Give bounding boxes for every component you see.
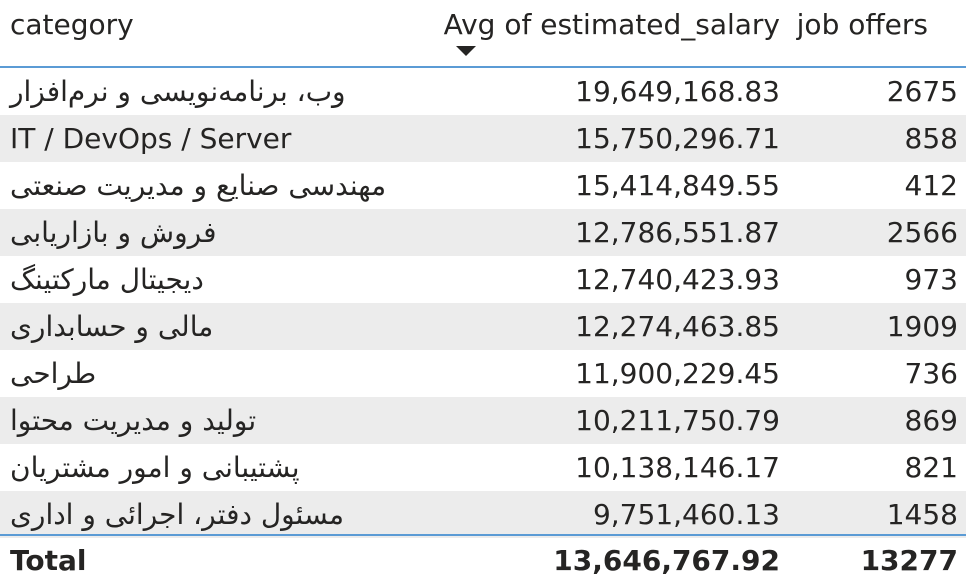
table-row[interactable]: IT / DevOps / Server 15,750,296.71 858 [0,115,966,162]
cell-category: وب، برنامه‌نویسی و نرم‌افزار [10,75,346,108]
cell-avg-salary: 11,900,229.45 [575,357,780,390]
column-header-category[interactable]: category [10,8,134,41]
cell-job-offers: 1909 [886,310,958,343]
cell-job-offers: 736 [904,357,958,390]
table-row[interactable]: طراحی 11,900,229.45 736 [0,350,966,397]
table-row[interactable]: دیجیتال مارکتینگ 12,740,423.93 973 [0,256,966,303]
table-row[interactable]: مالی و حسابداری 12,274,463.85 1909 [0,303,966,350]
cell-avg-salary: 12,274,463.85 [575,310,780,343]
table-row[interactable]: وب، برنامه‌نویسی و نرم‌افزار 19,649,168.8… [0,68,966,115]
cell-avg-salary: 10,138,146.17 [575,451,780,484]
cell-job-offers: 412 [904,169,958,202]
cell-category: دیجیتال مارکتینگ [10,263,204,296]
cell-category: مسئول دفتر، اجرائی و اداری [10,498,345,531]
table-row[interactable]: تولید و مدیریت محتوا 10,211,750.79 869 [0,397,966,444]
cell-job-offers: 869 [904,404,958,437]
total-avg-salary: 13,646,767.92 [553,544,780,577]
table-body: وب، برنامه‌نویسی و نرم‌افزار 19,649,168.8… [0,68,966,538]
cell-category: مهندسی صنایع و مدیریت صنعتی [10,169,387,202]
cell-category: فروش و بازاریابی [10,216,217,249]
cell-category: طراحی [10,357,97,390]
cell-category: تولید و مدیریت محتوا [10,404,257,437]
cell-job-offers: 1458 [886,498,958,531]
table-row[interactable]: مهندسی صنایع و مدیریت صنعتی 15,414,849.55… [0,162,966,209]
cell-avg-salary: 19,649,168.83 [575,75,780,108]
sort-descending-arrow-icon[interactable] [456,46,476,56]
total-job-offers: 13277 [860,544,958,577]
cell-avg-salary: 10,211,750.79 [575,404,780,437]
cell-job-offers: 2566 [886,216,958,249]
total-label: Total [10,544,87,577]
cell-avg-salary: 15,414,849.55 [575,169,780,202]
table-header: category Avg of estimated_salary job off… [0,0,966,68]
cell-category: مالی و حسابداری [10,310,214,343]
cell-avg-salary: 12,740,423.93 [575,263,780,296]
table-total-row: Total 13,646,767.92 13277 [0,534,966,588]
cell-job-offers: 858 [904,122,958,155]
cell-job-offers: 2675 [886,75,958,108]
cell-category: IT / DevOps / Server [10,122,292,155]
table-row[interactable]: مسئول دفتر، اجرائی و اداری 9,751,460.13 14… [0,491,966,538]
cell-job-offers: 973 [904,263,958,296]
cell-avg-salary: 12,786,551.87 [575,216,780,249]
cell-job-offers: 821 [904,451,958,484]
cell-avg-salary: 15,750,296.71 [575,122,780,155]
cell-category: پشتیبانی و امور مشتریان [10,451,300,484]
column-header-job-offers[interactable]: job offers [796,8,928,41]
table-row[interactable]: فروش و بازاریابی 12,786,551.87 2566 [0,209,966,256]
column-header-avg-salary[interactable]: Avg of estimated_salary [443,8,780,41]
cell-avg-salary: 9,751,460.13 [592,498,780,531]
table-row[interactable]: پشتیبانی و امور مشتریان 10,138,146.17 821 [0,444,966,491]
